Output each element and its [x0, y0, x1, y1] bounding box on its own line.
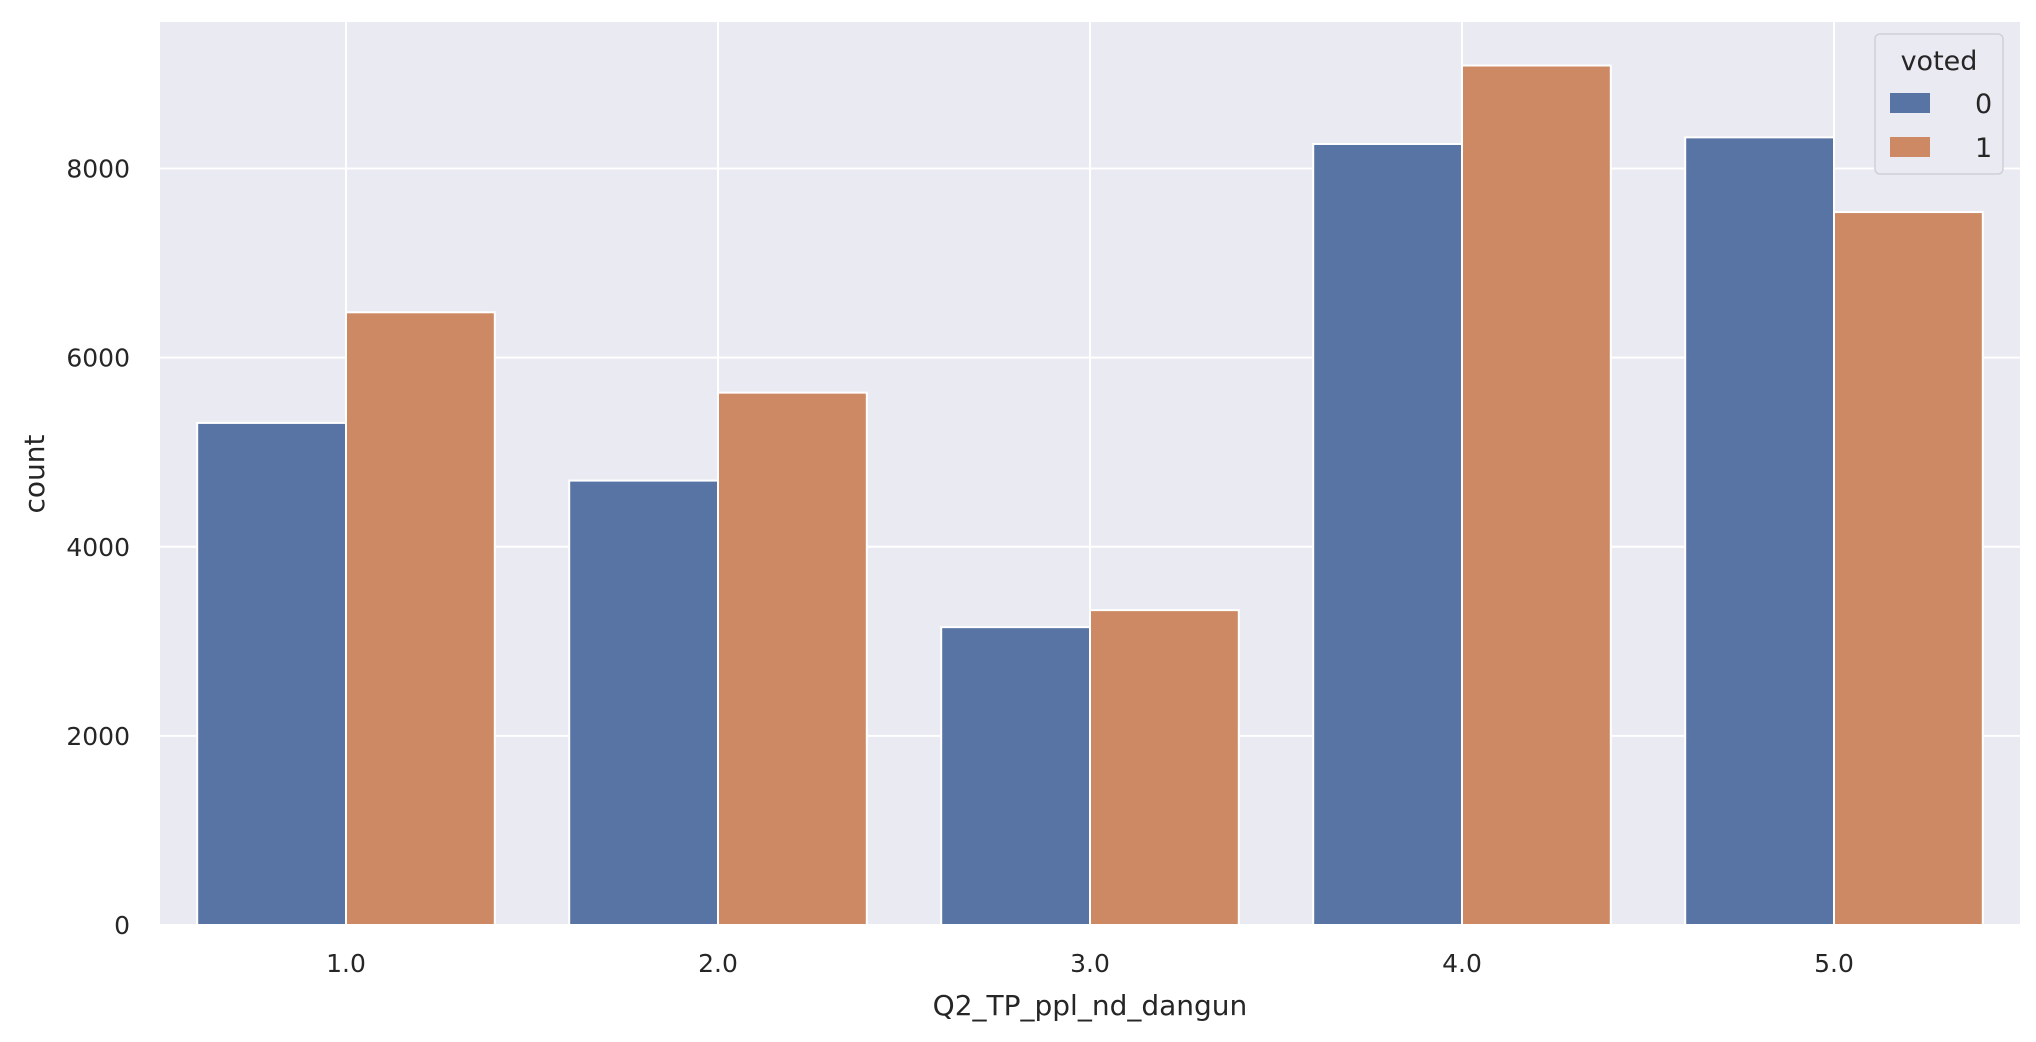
y-tick-label: 6000: [66, 344, 130, 373]
legend-label-1: 1: [1975, 133, 1992, 164]
bar-voted-1-4.0: [1461, 64, 1612, 926]
legend-label-0: 0: [1975, 89, 1992, 120]
x-tick-label: 3.0: [1070, 949, 1110, 978]
y-tick-labels: 0 2000 4000 6000 8000: [66, 155, 130, 940]
legend: voted 01: [1874, 33, 2004, 175]
x-axis-label: Q2_TP_ppl_nd_dangun: [933, 989, 1248, 1022]
y-tick-label: 4000: [66, 533, 130, 562]
bar-voted-0-5.0: [1684, 136, 1835, 927]
bar-voted-0-2.0: [568, 479, 720, 926]
y-tick-label: 2000: [66, 722, 130, 751]
x-tick-label: 4.0: [1442, 949, 1482, 978]
legend-entries: 01: [1890, 89, 1992, 164]
bars: [196, 64, 1984, 927]
y-tick-label: 8000: [66, 155, 130, 184]
bar-voted-0-3.0: [940, 626, 1092, 927]
legend-title: voted: [1901, 46, 1978, 77]
y-tick-label: 0: [114, 911, 130, 940]
bar-voted-1-3.0: [1089, 609, 1240, 927]
bar-voted-1-5.0: [1833, 211, 1984, 927]
x-tick-label: 2.0: [698, 949, 738, 978]
x-tick-label: 5.0: [1814, 949, 1854, 978]
bar-voted-1-2.0: [717, 391, 868, 926]
y-axis-label: count: [18, 434, 51, 513]
legend-swatch-0: [1890, 93, 1930, 113]
x-tick-labels: 1.0 2.0 3.0 4.0 5.0: [326, 949, 1854, 978]
bar-voted-0-4.0: [1312, 142, 1463, 927]
x-tick-label: 1.0: [326, 949, 366, 978]
legend-swatch-1: [1890, 137, 1930, 157]
bar-voted-0-1.0: [196, 421, 347, 926]
bar-voted-1-1.0: [345, 311, 496, 927]
